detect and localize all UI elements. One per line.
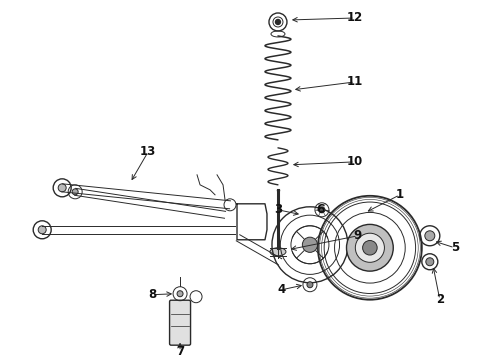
Circle shape [275, 19, 280, 24]
Text: 3: 3 [274, 203, 282, 216]
Circle shape [355, 233, 385, 262]
FancyBboxPatch shape [170, 300, 191, 345]
Text: 1: 1 [396, 188, 404, 201]
Text: 5: 5 [451, 241, 459, 254]
Circle shape [177, 291, 183, 297]
Text: 8: 8 [148, 288, 156, 301]
Circle shape [426, 258, 434, 266]
Text: 6: 6 [316, 203, 324, 216]
Text: 10: 10 [347, 156, 363, 168]
Text: 4: 4 [278, 283, 286, 296]
Text: 11: 11 [347, 76, 363, 89]
Circle shape [58, 184, 66, 192]
Circle shape [425, 231, 435, 241]
Circle shape [363, 240, 377, 255]
Circle shape [72, 189, 78, 195]
Text: 13: 13 [140, 145, 156, 158]
Text: 9: 9 [354, 229, 362, 242]
Circle shape [319, 207, 325, 213]
Text: 2: 2 [436, 293, 444, 306]
Circle shape [307, 282, 313, 288]
Circle shape [346, 224, 393, 271]
Ellipse shape [270, 248, 286, 256]
Circle shape [302, 237, 318, 252]
Circle shape [38, 226, 46, 234]
Text: 12: 12 [347, 12, 363, 24]
Text: 7: 7 [176, 345, 184, 358]
